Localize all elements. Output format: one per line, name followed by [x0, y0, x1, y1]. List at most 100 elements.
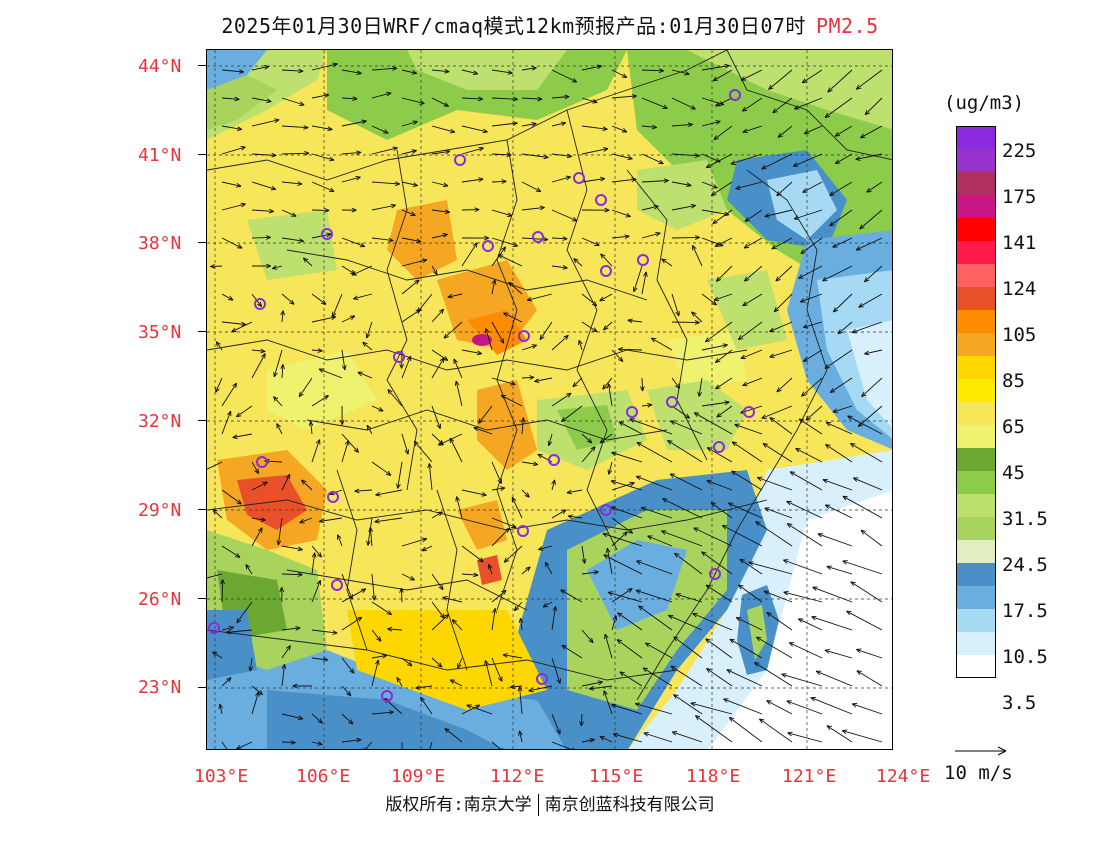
wind-arrow-head	[360, 242, 366, 247]
wind-arrow	[484, 660, 493, 687]
wind-arrow-head	[607, 469, 610, 475]
wind-arrow-head	[608, 470, 613, 475]
wind-arrow	[764, 209, 793, 217]
wind-arrow-head	[543, 605, 549, 608]
wind-arrow-head	[318, 368, 323, 373]
wind-arrow	[401, 433, 409, 455]
wind-arrow-head	[693, 527, 698, 532]
wind-arrow-head	[534, 378, 539, 382]
wind-arrow	[738, 321, 763, 341]
wind-arrow	[341, 739, 362, 743]
wind-arrow	[581, 629, 594, 643]
wind-arrow-head	[289, 302, 295, 305]
wind-arrow-head	[826, 565, 832, 567]
wind-arrow-head	[411, 211, 416, 216]
wind-arrow-head	[260, 519, 266, 522]
wind-arrow-head	[731, 470, 735, 476]
wind-arrow-head	[277, 540, 282, 546]
wind-arrow-head	[269, 208, 274, 212]
wind-arrow-head	[832, 307, 836, 313]
wind-arrow-head	[279, 587, 283, 593]
wind-arrow-head	[842, 560, 847, 565]
wind-arrow	[670, 665, 703, 687]
wind-arrow-head	[538, 549, 544, 551]
wind-arrow	[251, 153, 277, 156]
wind-arrow-head	[678, 311, 680, 317]
wind-arrow-head	[298, 546, 303, 551]
wind-arrow	[251, 97, 272, 103]
wind-arrow	[341, 616, 363, 631]
wind-arrow	[539, 321, 553, 340]
wind-arrow	[521, 489, 530, 498]
wind-arrow-head	[695, 715, 701, 718]
city-marker	[532, 231, 544, 243]
wind-arrow	[608, 461, 613, 475]
wind-arrow-head	[568, 392, 572, 398]
wind-arrow-head	[661, 258, 667, 261]
wind-arrow-head	[348, 721, 354, 725]
wind-arrow-head	[705, 584, 710, 590]
wind-arrow	[371, 654, 387, 659]
wind-arrow	[603, 321, 613, 331]
wind-arrow	[371, 147, 398, 155]
wind-arrow-head	[356, 737, 362, 741]
wind-arrow-head	[691, 311, 695, 317]
wind-arrow-head	[397, 483, 401, 489]
wind-arrow	[231, 321, 253, 333]
wind-arrow	[856, 670, 883, 687]
wind-arrow	[783, 559, 823, 575]
wind-arrow-head	[354, 490, 360, 494]
wind-arrow	[415, 685, 433, 689]
wind-arrow-head	[483, 128, 488, 133]
wind-arrow-head	[624, 235, 630, 239]
wind-arrow	[207, 573, 223, 579]
wind-arrow	[337, 534, 343, 547]
wind-arrow	[551, 392, 572, 407]
wind-arrow-head	[270, 188, 276, 191]
wind-arrow-head	[685, 70, 690, 75]
wind-arrow-head	[597, 680, 603, 683]
wind-arrow-head	[627, 319, 633, 324]
wind-arrow-head	[226, 410, 232, 416]
wind-arrow-head	[236, 617, 239, 623]
wind-arrow	[521, 461, 539, 465]
wind-arrow-head	[512, 245, 518, 247]
wind-arrow-head	[687, 122, 693, 125]
wind-arrow-head	[636, 442, 642, 444]
wind-arrow-head	[769, 356, 775, 359]
wind-arrow-head	[712, 222, 718, 225]
wind-arrow	[520, 618, 523, 631]
wind-arrow-head	[690, 701, 696, 704]
wind-arrow-head	[236, 412, 240, 418]
wind-arrow	[341, 573, 353, 600]
wind-arrow-head	[386, 91, 392, 94]
wind-arrow-head	[715, 120, 721, 122]
wind-arrow-head	[567, 514, 574, 517]
wind-arrow-head	[563, 334, 569, 338]
wind-arrow	[661, 530, 703, 547]
wind-arrow-head	[292, 683, 298, 687]
wind-arrow	[478, 405, 493, 424]
wind-arrow	[249, 657, 253, 672]
wind-arrow-head	[333, 63, 338, 68]
wind-arrow	[431, 308, 445, 323]
wind-arrow-head	[513, 605, 517, 611]
wind-arrow-head	[701, 551, 705, 557]
wind-arrow-head	[232, 437, 238, 440]
wind-arrow-head	[330, 315, 336, 318]
lat-tick	[198, 687, 206, 688]
wind-arrow-head	[280, 364, 284, 369]
wind-arrow-head	[500, 487, 506, 491]
wind-arrow-head	[715, 276, 719, 282]
wind-arrow-head	[500, 395, 505, 400]
wind-arrow-head	[412, 150, 417, 154]
wind-arrow-head	[805, 415, 809, 421]
wind-arrow	[740, 349, 763, 359]
wind-arrow-head	[351, 315, 356, 321]
wind-arrow-head	[560, 589, 564, 594]
wind-arrow-head	[781, 673, 786, 678]
wind-arrow-head	[537, 187, 542, 192]
wind-arrow	[401, 355, 412, 379]
wind-arrow-head	[299, 518, 304, 524]
wind-arrow-head	[581, 558, 586, 564]
